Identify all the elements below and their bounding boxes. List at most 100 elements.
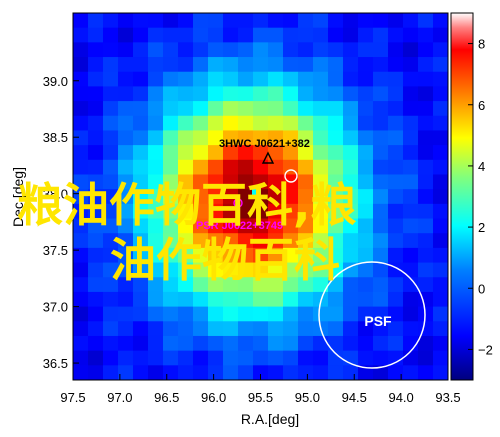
heatmap-cell [133,86,149,102]
heatmap-cell [358,71,374,87]
heatmap-cell [163,218,179,234]
heatmap-cell [103,130,119,146]
heatmap-cell [253,145,269,161]
heatmap-cell [223,101,239,117]
heatmap-cell [223,321,239,337]
heatmap-cell [418,101,434,117]
heatmap-cell [283,130,299,146]
heatmap-cell [373,159,389,176]
x-tick-label: 97.5 [60,390,85,405]
heatmap-cell [208,247,224,264]
heatmap-cell [343,291,359,308]
heatmap-cell [433,291,448,308]
heatmap-cell [238,145,254,161]
heatmap-cell [358,130,374,146]
heatmap-cell [388,365,404,380]
heatmap-cell [328,203,344,220]
heatmap-cell [298,27,314,43]
heatmap-cell [193,233,209,249]
heatmap-cell [208,306,224,322]
heatmap-cell [358,350,374,366]
y-tick-label: 36.5 [43,356,68,371]
heatmap-cell [313,101,329,117]
x-tick-label: 96.0 [201,390,226,405]
heatmap-cell [418,233,434,249]
heatmap-cell [178,27,194,43]
heatmap-cell [343,174,359,190]
heatmap-cell [418,115,434,132]
heatmap-cell [208,174,224,190]
heatmap-cell [223,174,239,190]
heatmap-cell [328,247,344,264]
heatmap-cell [148,101,164,117]
heatmap-cell [298,101,314,117]
heatmap-cell [388,277,404,293]
heatmap-cell [418,247,434,264]
heatmap-cell [118,130,134,146]
heatmap-cell [268,145,284,161]
heatmap-cell [433,247,448,264]
heatmap-cell [358,218,374,234]
heatmap-cell [403,306,419,322]
x-tick-label: 97.0 [107,390,132,405]
heatmap-cell [223,115,239,132]
heatmap-cell [88,335,104,352]
heatmap-cell [433,159,448,176]
heatmap-cell [433,233,448,249]
heatmap-cell [223,247,239,264]
heatmap-cell [373,335,389,352]
heatmap-cell [253,13,269,29]
heatmap-cell [388,350,404,366]
heatmap-cell [238,57,254,73]
heatmap-cell [163,42,179,58]
heatmap-cell [223,86,239,102]
heatmap-cell [88,13,104,29]
heatmap-cell [223,262,239,278]
heatmap-cell [163,203,179,220]
heatmap-cell [253,86,269,102]
heatmap-cell [313,174,329,190]
heatmap-cell [253,27,269,43]
heatmap-cell [103,42,119,58]
heatmap-cell [268,42,284,58]
heatmap-cell [433,42,448,58]
x-axis: 97.5 97.0 96.5 96.0 95.5 95.0 94.5 94.0 93.5 [60,374,461,405]
heatmap-cell [238,174,254,190]
heatmap-cell [118,42,134,58]
heatmap-cell [73,350,89,366]
heatmap-cell [373,262,389,278]
heatmap-cell [163,159,179,176]
heatmap-cell [388,218,404,234]
heatmap-cell [178,159,194,176]
heatmap-cell [358,233,374,249]
heatmap-cell [73,86,89,102]
heatmap-cell [223,203,239,220]
heatmap-cell [148,277,164,293]
heatmap-cell [268,159,284,176]
heatmap-cell [403,247,419,264]
heatmap-cell [358,335,374,352]
heatmap-cell [298,115,314,132]
heatmap-cell [133,203,149,220]
heatmap-cell [358,27,374,43]
heatmap-cell [238,350,254,366]
heatmap-cell [238,277,254,293]
heatmap-cell [88,218,104,234]
heatmap-cell [418,189,434,205]
heatmap-cell [73,42,89,58]
heatmap-cell [298,350,314,366]
heatmap-cell [268,174,284,190]
heatmap-cell [193,306,209,322]
heatmap-cell [373,291,389,308]
heatmap-cell [433,218,448,234]
heatmap-cell [283,277,299,293]
heatmap-cell [88,189,104,205]
heatmap-cell [178,277,194,293]
heatmap-cell [268,27,284,43]
heatmap-cell [208,145,224,161]
heatmap-cell [238,203,254,220]
heatmap-cell [103,233,119,249]
heatmap-cell [88,233,104,249]
colorbar-tick-label: −2 [478,342,493,357]
heatmap-cell [73,145,89,161]
